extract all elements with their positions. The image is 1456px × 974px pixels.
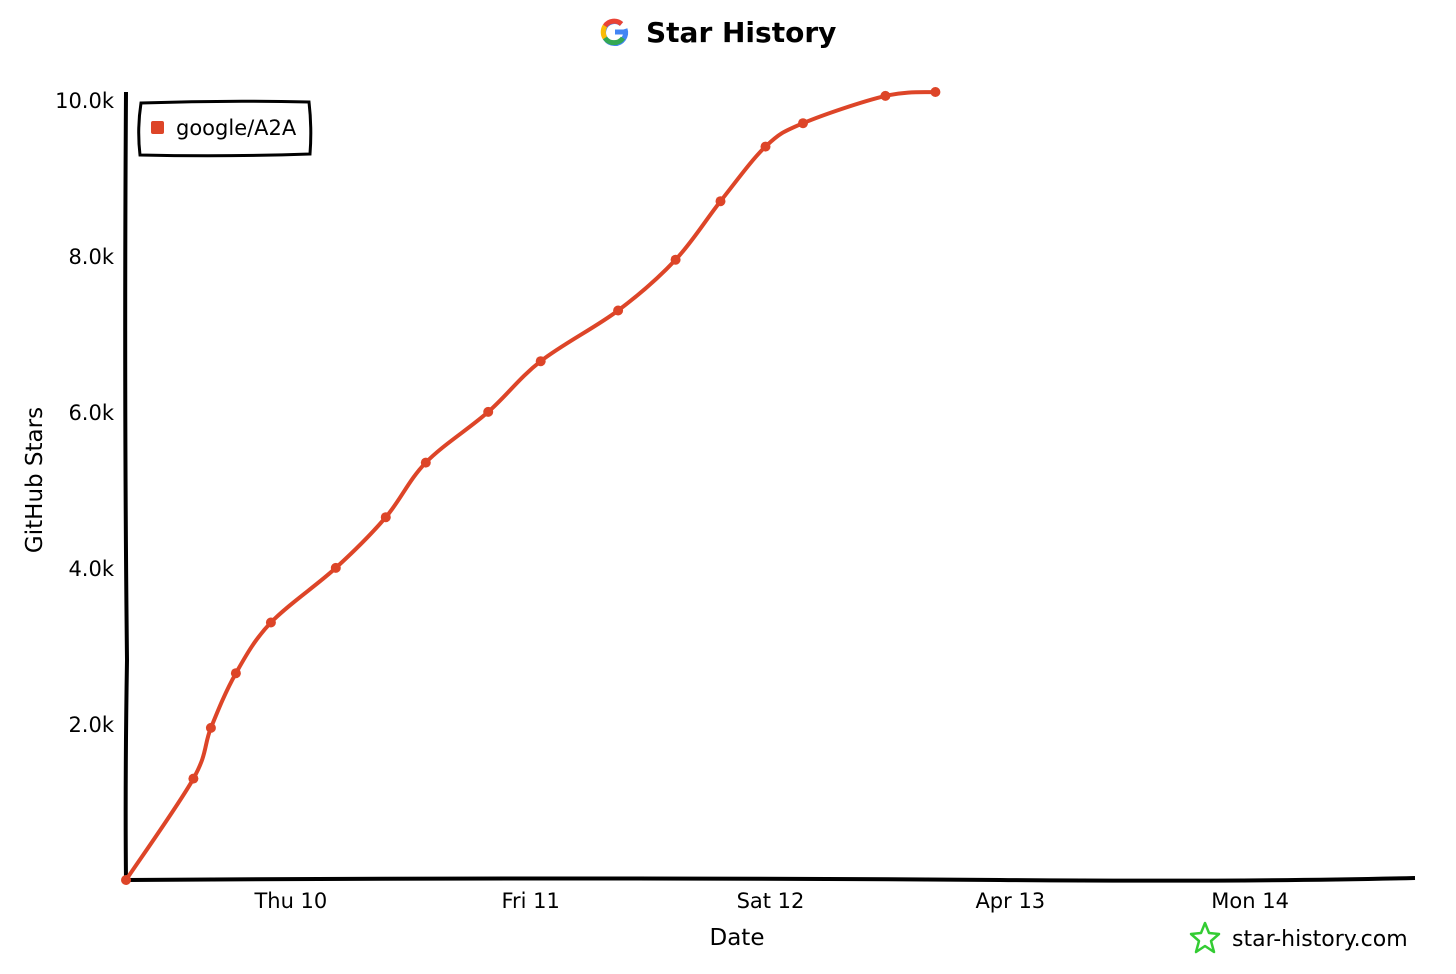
watermark: star-history.com bbox=[1189, 921, 1408, 954]
x-tick-label: Mon 14 bbox=[1211, 889, 1289, 913]
y-tick-labels: 2.0k 4.0k 6.0k 8.0k 10.0k bbox=[55, 89, 115, 737]
series-point bbox=[880, 90, 891, 101]
y-axis-label: GitHub Stars bbox=[22, 407, 48, 553]
y-tick-label: 6.0k bbox=[68, 401, 114, 425]
x-axis-line bbox=[122, 876, 1416, 883]
legend-label: google/A2A bbox=[176, 116, 297, 140]
y-axis-line bbox=[123, 91, 130, 882]
x-tick-label: Apr 13 bbox=[975, 889, 1045, 913]
legend-swatch bbox=[151, 121, 164, 134]
y-tick-label: 8.0k bbox=[68, 245, 114, 269]
y-tick-label: 10.0k bbox=[55, 89, 115, 113]
watermark-text: star-history.com bbox=[1232, 927, 1408, 952]
x-tick-label: Fri 11 bbox=[501, 889, 559, 913]
chart-title-group: Star History bbox=[600, 16, 836, 49]
series-point bbox=[420, 457, 431, 468]
series-point bbox=[535, 356, 546, 367]
series-point bbox=[760, 141, 771, 152]
series-point bbox=[121, 875, 131, 885]
y-tick-label: 2.0k bbox=[68, 713, 114, 737]
google-g-logo-icon bbox=[600, 18, 629, 47]
series-point bbox=[930, 87, 941, 97]
y-tick-label: 4.0k bbox=[68, 557, 114, 581]
star-history-logo-icon bbox=[1189, 921, 1221, 954]
series-points bbox=[121, 87, 941, 885]
series-point bbox=[715, 196, 726, 207]
series-point bbox=[188, 773, 199, 784]
series-point bbox=[380, 512, 391, 523]
legend-frame bbox=[137, 99, 313, 158]
series-point bbox=[670, 254, 681, 265]
x-axis-label: Date bbox=[710, 925, 765, 951]
series-point bbox=[205, 722, 216, 733]
series-point bbox=[798, 118, 808, 129]
series-point bbox=[230, 668, 241, 679]
series-point bbox=[265, 617, 276, 628]
series-line-google-a2a bbox=[124, 90, 938, 882]
series-point bbox=[483, 406, 494, 417]
chart-legend: google/A2A bbox=[137, 99, 313, 158]
x-tick-label: Thu 10 bbox=[253, 889, 327, 913]
chart-title: Star History bbox=[646, 16, 836, 49]
x-tick-label: Sat 12 bbox=[737, 889, 805, 913]
series-point bbox=[330, 562, 341, 573]
x-tick-labels: Thu 10 Fri 11 Sat 12 Apr 13 Mon 14 bbox=[253, 889, 1289, 913]
series-point bbox=[613, 305, 624, 316]
